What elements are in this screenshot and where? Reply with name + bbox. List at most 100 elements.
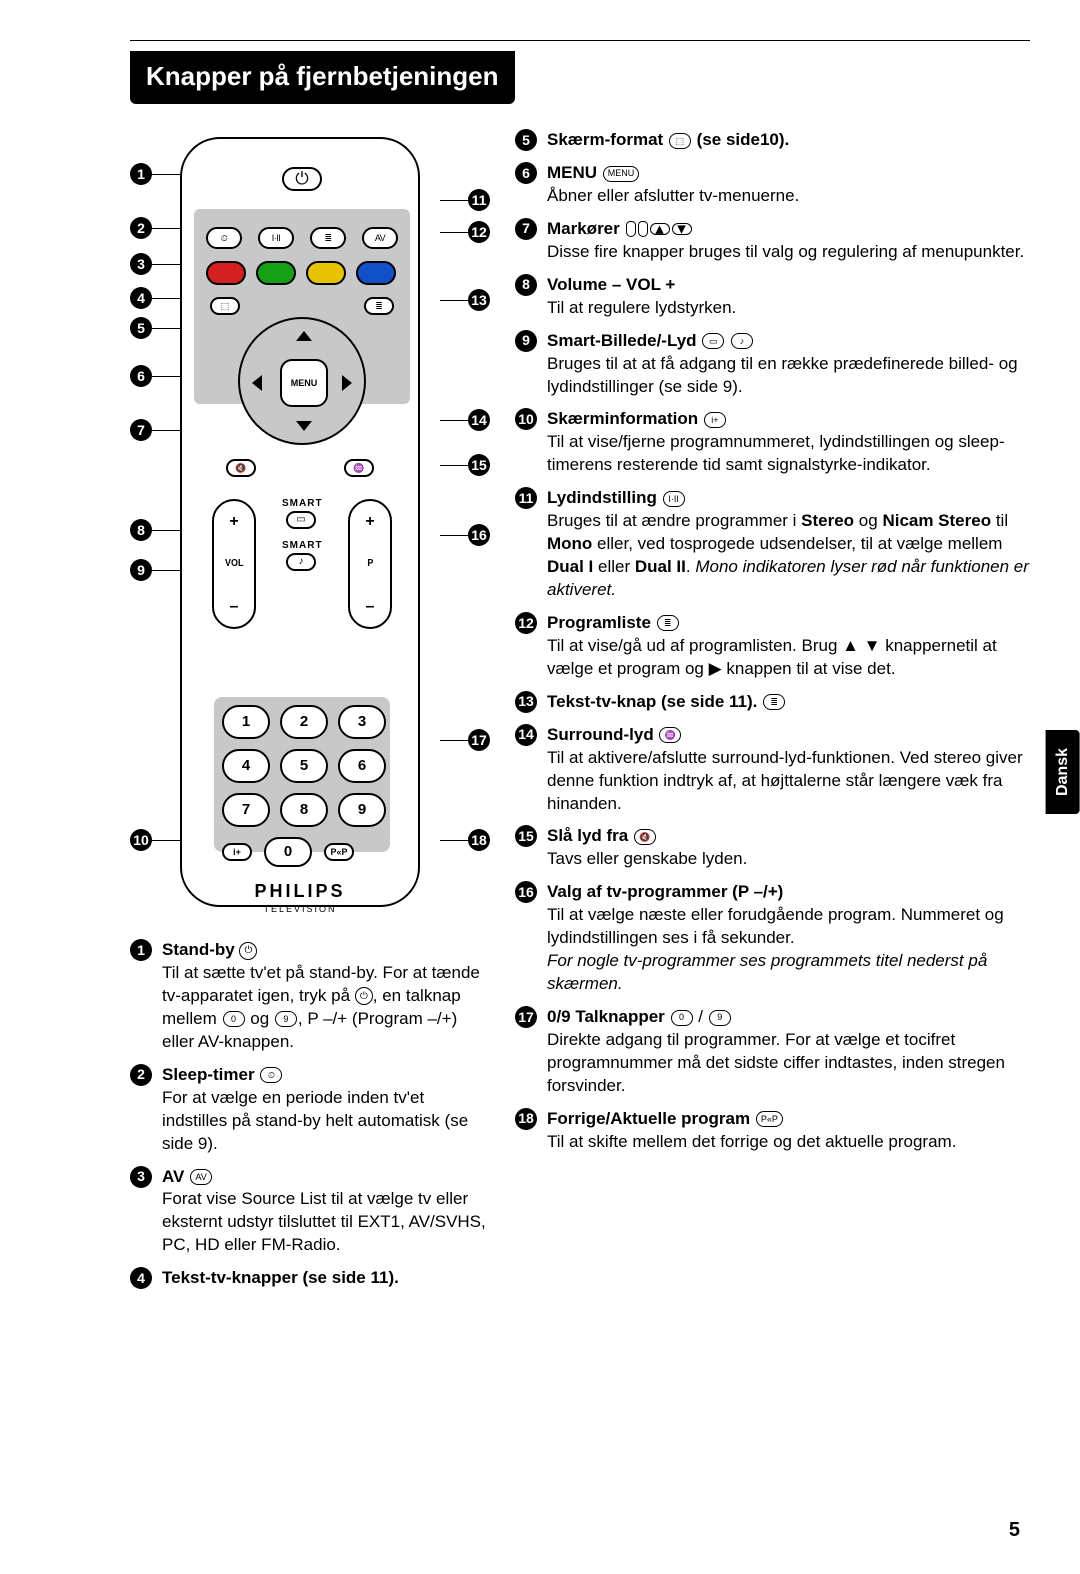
two-column-layout: 1 2 3 4 5 6 7 8 9 10 11 12 13 14 15 16 1…: [130, 129, 1030, 1300]
item-14: 14Surround-lyd ♒Til at aktivere/afslutte…: [515, 724, 1030, 816]
item-1: 1Stand-by ⏻Til at sætte tv'et på stand-b…: [130, 939, 490, 1054]
bottom-row: i+ 0 P«P: [222, 837, 354, 867]
item-title: Skærminformation: [547, 409, 698, 428]
smart-label-top: SMART: [282, 497, 323, 511]
item-number: 13: [515, 691, 537, 713]
item-title: Valg af tv-programmer (P –/+): [547, 882, 783, 901]
red-button: [206, 261, 246, 285]
item-title: Skærm-format: [547, 130, 663, 149]
item-number: 18: [515, 1108, 537, 1130]
item-title: Volume – VOL +: [547, 275, 675, 294]
top-rule: [130, 40, 1030, 41]
item-title: Sleep-timer: [162, 1065, 255, 1084]
item-15: 15Slå lyd fra 🔇Tavs eller genskabe lyden…: [515, 825, 1030, 871]
callout-4: 4: [130, 287, 182, 309]
item-number: 4: [130, 1267, 152, 1289]
av-icon: AV: [362, 227, 398, 249]
item-number: 5: [515, 129, 537, 151]
menu-button: MENU: [280, 359, 328, 407]
item-title: Slå lyd fra: [547, 826, 628, 845]
item-6: 6MENU MENUÅbner eller afslutter tv-menue…: [515, 162, 1030, 208]
callout-8: 8: [130, 519, 182, 541]
prev-prog-icon: P«P: [324, 843, 354, 861]
callout-9: 9: [130, 559, 182, 581]
item-8: 8Volume – VOL + Til at regulere lydstyrk…: [515, 274, 1030, 320]
teletext-color-row: [206, 261, 396, 285]
callout-16: 16: [440, 524, 490, 546]
item-number: 2: [130, 1064, 152, 1086]
info-icon: i+: [222, 843, 252, 861]
item-2: 2Sleep-timer ⏲For at vælge en periode in…: [130, 1064, 490, 1156]
item-12: 12Programliste ≣Til at vise/gå ud af pro…: [515, 612, 1030, 681]
item-11: 11Lydindstilling I·IIBruges til at ændre…: [515, 487, 1030, 602]
list-icon: ≣: [310, 227, 346, 249]
callout-10: 10: [130, 829, 182, 851]
teletext-icon: ≣: [364, 297, 394, 315]
item-number: 8: [515, 274, 537, 296]
item-number: 17: [515, 1006, 537, 1028]
smart-picture-icon: ▭: [286, 511, 316, 529]
item-number: 10: [515, 408, 537, 430]
item-number: 1: [130, 939, 152, 961]
item-title: Programliste: [547, 613, 651, 632]
icon-button-row: ⏲ I·II ≣ AV: [206, 227, 398, 249]
remote-body: ⏻ ⏲ I·II ≣ AV ⬚ ≣: [180, 137, 420, 907]
item-4: 4 Tekst-tv-knapper (se side 11).: [130, 1267, 490, 1290]
smart-sound-icon: ♪: [286, 553, 316, 571]
item-number: 11: [515, 487, 537, 509]
callout-17: 17: [440, 729, 490, 751]
callout-12: 12: [440, 221, 490, 243]
item-number: 3: [130, 1166, 152, 1188]
page-number: 5: [1009, 1517, 1020, 1544]
item-16: 16Valg af tv-programmer (P –/+) Til at v…: [515, 881, 1030, 996]
blue-button: [356, 261, 396, 285]
smart-label-bot: SMART: [282, 539, 323, 553]
callout-2: 2: [130, 217, 182, 239]
surround-icon: ♒: [344, 459, 374, 477]
item-title: Smart-Billede/-Lyd: [547, 331, 697, 350]
remote-diagram: 1 2 3 4 5 6 7 8 9 10 11 12 13 14 15 16 1…: [130, 129, 490, 919]
page-title: Knapper på fjernbetjeningen: [130, 51, 515, 104]
callout-15: 15: [440, 454, 490, 476]
language-tab: Dansk: [1046, 730, 1080, 814]
callout-6: 6: [130, 365, 182, 387]
program-rocker: +P–: [348, 499, 392, 629]
item-10: 10Skærminformation i+Til at vise/fjerne …: [515, 408, 1030, 477]
item-title: MENU: [547, 163, 597, 182]
item-number: 6: [515, 162, 537, 184]
callout-11: 11: [440, 189, 490, 211]
television-label: TELEVISION: [182, 903, 418, 915]
item-title: 0/9 Talknapper: [547, 1007, 665, 1026]
yellow-button: [306, 261, 346, 285]
callout-5: 5: [130, 317, 182, 339]
callout-14: 14: [440, 409, 490, 431]
item-title: Stand-by: [162, 940, 235, 959]
item-title: Markører: [547, 219, 620, 238]
item-title: Surround-lyd: [547, 725, 654, 744]
zero-button: 0: [264, 837, 312, 867]
nav-ring: MENU: [238, 317, 366, 445]
item-title: Forrige/Aktuelle program: [547, 1109, 750, 1128]
item-number: 12: [515, 612, 537, 634]
format-icon: ⬚: [210, 297, 240, 315]
item-18: 18Forrige/Aktuelle program P«PTil at ski…: [515, 1108, 1030, 1154]
callout-1: 1: [130, 163, 182, 185]
keypad: 1 2 3 4 5 6 7 8 9: [222, 705, 386, 827]
item-3: 3AV AVForat vise Source List til at vælg…: [130, 1166, 490, 1258]
green-button: [256, 261, 296, 285]
item-title: Tekst-tv-knap (se side 11).: [547, 692, 757, 711]
mute-icon: 🔇: [226, 459, 256, 477]
item-17: 170/9 Talknapper 0 / 9Direkte adgang til…: [515, 1006, 1030, 1098]
item-title: Lydindstilling: [547, 488, 657, 507]
item-title: AV: [162, 1167, 184, 1186]
callout-13: 13: [440, 289, 490, 311]
item-title: Tekst-tv-knapper (se side 11).: [162, 1268, 399, 1287]
item-number: 14: [515, 724, 537, 746]
item-number: 16: [515, 881, 537, 903]
callout-18: 18: [440, 829, 490, 851]
volume-rocker: +VOL–: [212, 499, 256, 629]
power-button: ⏻: [282, 167, 322, 191]
sleep-icon: ⏲: [206, 227, 242, 249]
item-5: 5Skærm-format ⬚ (se side10).: [515, 129, 1030, 152]
brand-label: PHILIPS: [182, 879, 418, 903]
